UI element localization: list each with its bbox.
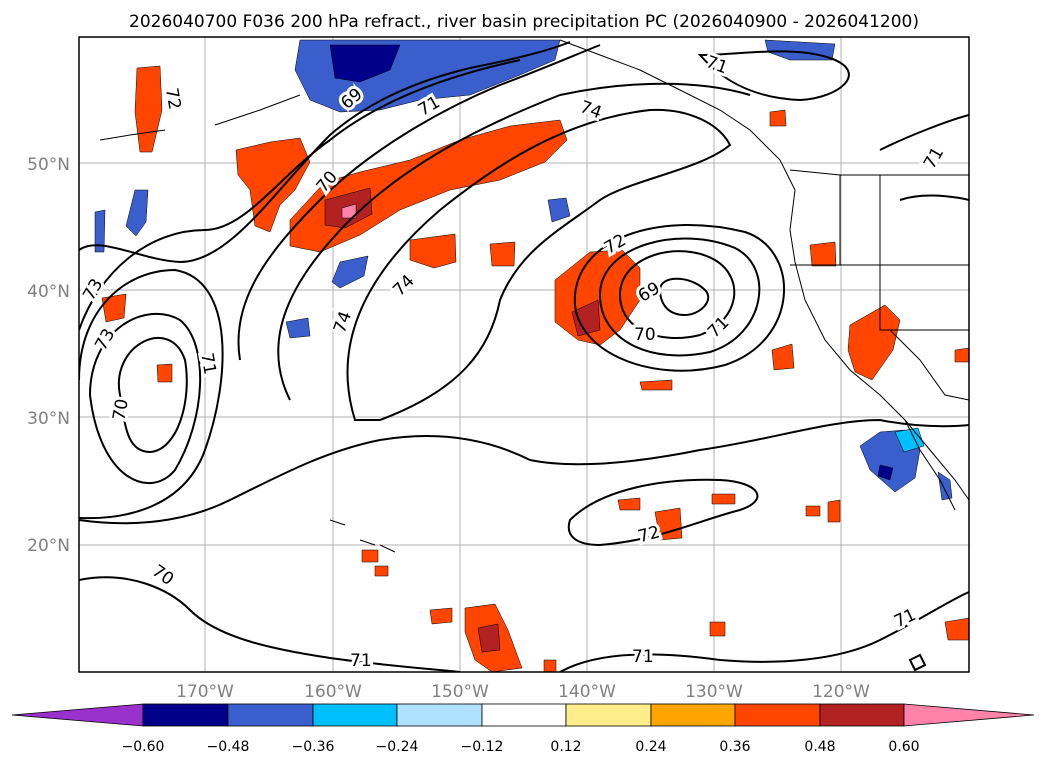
lon-label-140w: 140°W <box>558 682 616 702</box>
colorbar-tick: 0.24 <box>635 739 666 755</box>
colorbar-bin <box>142 703 229 727</box>
positive-anomaly-regions <box>101 65 969 672</box>
colorbar-tick: −0.24 <box>376 739 419 755</box>
lon-label-150w: 150°W <box>431 682 489 702</box>
colorbar-ticks: −0.60 −0.48 −0.36 −0.24 −0.12 0.12 0.24 … <box>122 739 920 755</box>
colorbar-bin <box>481 703 567 727</box>
colorbar-bin <box>650 703 736 727</box>
colorbar-tick: −0.36 <box>292 739 335 755</box>
colorbar-tick: 0.36 <box>719 739 750 755</box>
colorbar-bin <box>819 703 905 727</box>
colorbar-tick: −0.12 <box>461 739 504 755</box>
contour-label: 70 <box>634 325 656 345</box>
lat-label-50n: 50°N <box>27 155 70 175</box>
lon-label-170w: 170°W <box>176 682 234 702</box>
contour-label: 71 <box>196 351 219 376</box>
colorbar-bin <box>227 703 314 727</box>
colorbar-bin <box>396 703 483 727</box>
colorbar-tick: −0.60 <box>122 739 165 755</box>
colorbar-tick: 0.48 <box>804 739 835 755</box>
contour-label: 71 <box>632 647 654 667</box>
colorbar-tick: 0.60 <box>888 739 919 755</box>
contour-label: 71 <box>350 651 372 671</box>
colorbar-bin <box>312 703 398 727</box>
latitude-labels: 20°N 30°N 40°N 50°N <box>27 155 70 556</box>
lat-label-30n: 30°N <box>27 409 70 429</box>
contour-label: 72 <box>161 86 184 111</box>
colorbar <box>11 703 1035 727</box>
colorbar-tick: −0.48 <box>207 739 250 755</box>
negative-anomaly-regions <box>94 39 953 501</box>
lon-label-120w: 120°W <box>812 682 870 702</box>
contour-label: 70 <box>109 397 132 422</box>
colorbar-bin <box>565 703 652 727</box>
colorbar-bin <box>734 703 821 727</box>
figure-title: 2026040700 F036 200 hPa refract., river … <box>129 12 919 32</box>
lon-label-160w: 160°W <box>304 682 362 702</box>
longitude-labels: 170°W 160°W 150°W 140°W 130°W 120°W <box>176 682 870 702</box>
map-frame <box>78 36 970 673</box>
map-panel: 72 69 71 74 71 71 70 73 73 70 71 74 74 7… <box>78 36 970 673</box>
lon-label-130w: 130°W <box>685 682 743 702</box>
lat-label-20n: 20°N <box>27 536 70 556</box>
colorbar-tick: 0.12 <box>550 739 581 755</box>
colorbar-under-arrow <box>11 703 144 727</box>
colorbar-over-arrow <box>903 703 1035 727</box>
lat-label-40n: 40°N <box>27 282 70 302</box>
refractivity-contours <box>79 41 969 672</box>
